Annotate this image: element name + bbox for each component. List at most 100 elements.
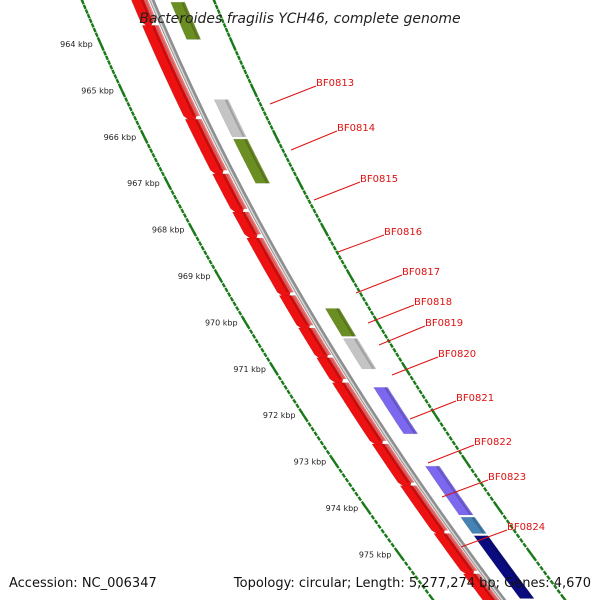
ruler-dot: [133, 115, 138, 121]
gene-label-leader: [427, 444, 475, 464]
gene-edge[interactable]: [445, 533, 478, 571]
ruler-dot: [218, 278, 224, 284]
gene-edge[interactable]: [244, 211, 262, 235]
gene-block-red-shade: [151, 25, 195, 117]
gene-edge[interactable]: [328, 357, 347, 380]
ruler-major-tick: [527, 549, 536, 560]
ruler-dot: [335, 250, 340, 256]
gene-label[interactable]: BF0819: [425, 318, 463, 329]
gene-edge[interactable]: [224, 173, 248, 209]
ruler-dot: [403, 561, 409, 567]
gene-label[interactable]: BF0823: [488, 472, 526, 483]
gene-block[interactable]: [232, 138, 271, 184]
ruler-dot: [115, 78, 120, 84]
ruler-dot: [289, 394, 294, 400]
ruler-dot: [347, 482, 353, 488]
ruler-dot: [151, 152, 156, 158]
ruler-dot: [483, 486, 488, 492]
gene-edge[interactable]: [258, 237, 295, 293]
gene-label[interactable]: BF0824: [507, 522, 545, 533]
gene-block-red-shade: [256, 237, 289, 293]
gene-label[interactable]: BF0820: [438, 349, 476, 360]
ruler-dot: [290, 166, 295, 172]
ruler-dot: [232, 301, 237, 307]
gene-block[interactable]: [460, 516, 487, 534]
ruler-dot: [397, 357, 403, 363]
gene-block[interactable]: [424, 465, 474, 516]
ruler-dot: [369, 310, 375, 316]
gene-edge-shade: [446, 532, 476, 572]
gene-block[interactable]: [324, 308, 357, 337]
ruler-dot: [236, 55, 241, 61]
ruler-dot: [113, 73, 118, 79]
kbp-label: 964 kbp: [60, 40, 93, 49]
gene-block[interactable]: [170, 1, 202, 40]
ruler-dot: [383, 333, 389, 339]
gene-label-leader: [355, 274, 403, 294]
ruler-dot: [168, 185, 173, 191]
gene-label[interactable]: BF0813: [316, 78, 354, 89]
gene-edge[interactable]: [475, 573, 514, 600]
gene-label[interactable]: BF0816: [384, 227, 422, 238]
gene-label[interactable]: BF0818: [414, 297, 452, 308]
ruler-dot: [100, 46, 105, 52]
gene-block-red-shade: [222, 173, 243, 210]
gene-edge[interactable]: [310, 327, 332, 356]
ruler-dot: [319, 440, 325, 446]
gene-block[interactable]: [342, 338, 377, 370]
ruler-dot: [122, 92, 127, 98]
gene-edge[interactable]: [197, 118, 228, 171]
backbone-highlight: [150, 0, 504, 600]
ruler-dot: [128, 106, 133, 112]
gene-block-shade: [484, 535, 533, 600]
gene-block[interactable]: [373, 387, 419, 435]
ruler-dot: [473, 473, 478, 479]
gene-label[interactable]: BF0821: [456, 393, 494, 404]
ruler-dot: [302, 189, 307, 195]
ruler-dot: [314, 213, 320, 219]
gene-label[interactable]: BF0822: [474, 437, 512, 448]
ruler-dot: [370, 514, 376, 520]
ruler-dot: [92, 27, 97, 33]
ruler-dot: [107, 60, 112, 66]
gene-edge[interactable]: [154, 25, 201, 117]
ruler-dot: [177, 203, 183, 209]
ruler-dot: [357, 496, 362, 502]
ruler-dot: [509, 524, 514, 530]
gene-block[interactable]: [213, 99, 247, 138]
gene-label-leader: [441, 479, 489, 498]
gene-block[interactable]: [473, 535, 535, 599]
ruler-dot: [265, 357, 271, 363]
ruler-dot: [220, 18, 225, 24]
ruler-dot: [205, 254, 211, 260]
gene-block-red[interactable]: [127, 0, 154, 30]
ruler-dot: [340, 259, 345, 265]
ruler-dot: [359, 292, 364, 298]
ruler-dot: [392, 347, 397, 353]
ruler-major-tick: [494, 503, 503, 513]
ruler-dot: [245, 73, 250, 79]
ruler-dot: [549, 579, 555, 585]
gene-block-shade: [181, 1, 200, 40]
ruler-dot: [226, 32, 231, 38]
ruler-dot: [243, 69, 248, 75]
gene-label[interactable]: BF0814: [337, 123, 375, 134]
gene-label[interactable]: BF0817: [402, 267, 440, 278]
gene-block-red-shade: [381, 443, 410, 484]
gene-edge[interactable]: [412, 485, 449, 531]
gene-block-shade: [471, 516, 485, 534]
gene-edge[interactable]: [291, 295, 314, 326]
accession-text: Accession: NC_006347: [9, 576, 157, 591]
gene-edge[interactable]: [344, 382, 387, 442]
gene-edge-shade: [144, 0, 156, 22]
gene-label[interactable]: BF0815: [360, 174, 398, 185]
ruler-major-tick: [431, 410, 440, 421]
gene-edge[interactable]: [383, 443, 416, 483]
ruler-dot: [454, 445, 460, 451]
ruler-dot: [467, 463, 472, 469]
ruler-major-tick: [561, 596, 567, 600]
ruler-dot: [502, 514, 508, 520]
gene-edge[interactable]: [139, 0, 158, 22]
ruler-dot: [414, 575, 419, 581]
ruler-dot: [383, 533, 389, 539]
